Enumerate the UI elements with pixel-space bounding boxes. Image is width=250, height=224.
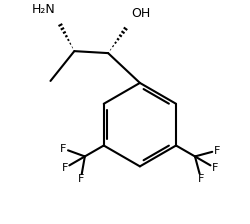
Text: F: F bbox=[212, 163, 218, 173]
Text: F: F bbox=[62, 163, 68, 173]
Text: F: F bbox=[78, 174, 84, 184]
Text: H₂N: H₂N bbox=[32, 3, 56, 16]
Text: F: F bbox=[60, 144, 66, 154]
Text: OH: OH bbox=[131, 7, 150, 20]
Text: F: F bbox=[214, 146, 220, 155]
Text: F: F bbox=[198, 174, 204, 183]
